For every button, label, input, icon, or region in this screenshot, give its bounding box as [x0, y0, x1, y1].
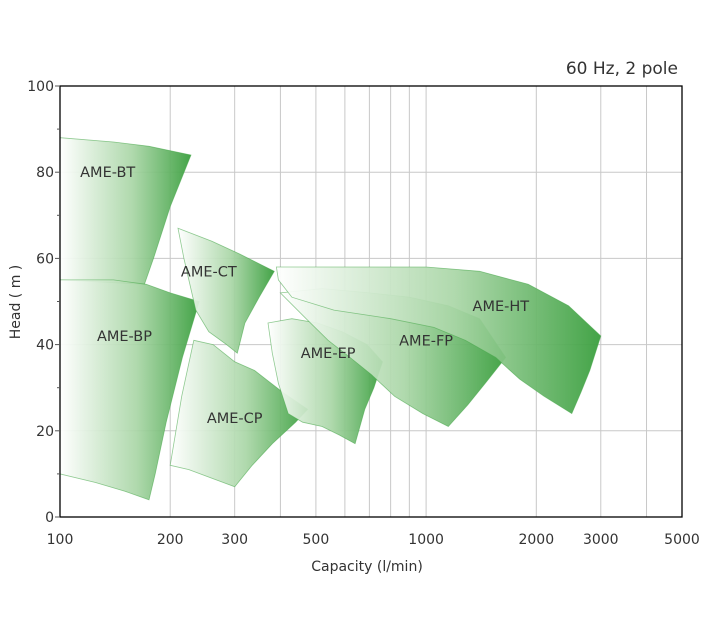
x-tick-label: 100: [47, 532, 74, 548]
y-tick-label: 20: [36, 424, 54, 440]
region-ame-bp: [59, 279, 200, 501]
region-label-ame-cp: AME-CP: [207, 411, 263, 427]
region-label-ame-ht: AME-HT: [473, 299, 530, 315]
y-tick-label: 60: [36, 251, 54, 267]
tick-labels: 100 200 300 500 1000 2000 3000 5000 0 20 40 60 80 100: [27, 79, 700, 548]
x-tick-label: 2000: [518, 532, 554, 548]
region-ame-cp: [169, 339, 309, 488]
region-label-ame-fp: AME-FP: [399, 333, 453, 349]
x-tick-label: 200: [157, 532, 184, 548]
x-tick-label: 5000: [664, 532, 700, 548]
y-axis-title: Head ( m ): [8, 265, 24, 340]
x-tick-label: 500: [303, 532, 330, 548]
x-tick-label: 300: [221, 532, 248, 548]
x-tick-label: 3000: [583, 532, 619, 548]
y-tick-label: 100: [27, 79, 54, 95]
region-label-ame-bp: AME-BP: [97, 329, 152, 345]
y-tick-label: 0: [45, 510, 54, 526]
frequency-annotation: 60 Hz, 2 pole: [566, 59, 678, 79]
pump-regions: [59, 137, 602, 501]
y-tick-label: 80: [36, 165, 54, 181]
plot-frame: [55, 85, 683, 518]
y-tick-label: 40: [36, 338, 54, 354]
region-label-ame-ct: AME-CT: [181, 264, 237, 280]
region-ame-bt: [59, 137, 192, 285]
region-label-ame-bt: AME-BT: [80, 165, 135, 181]
x-axis-title: Capacity (l/min): [311, 559, 423, 575]
region-label-ame-ep: AME-EP: [301, 346, 356, 362]
region-ame-ht: [275, 266, 602, 415]
region-labels: AME-BT AME-BP AME-CT AME-CP AME-EP AME-FP AME-…: [80, 165, 529, 427]
x-tick-label: 1000: [408, 532, 444, 548]
region-ame-ct: [177, 227, 275, 354]
